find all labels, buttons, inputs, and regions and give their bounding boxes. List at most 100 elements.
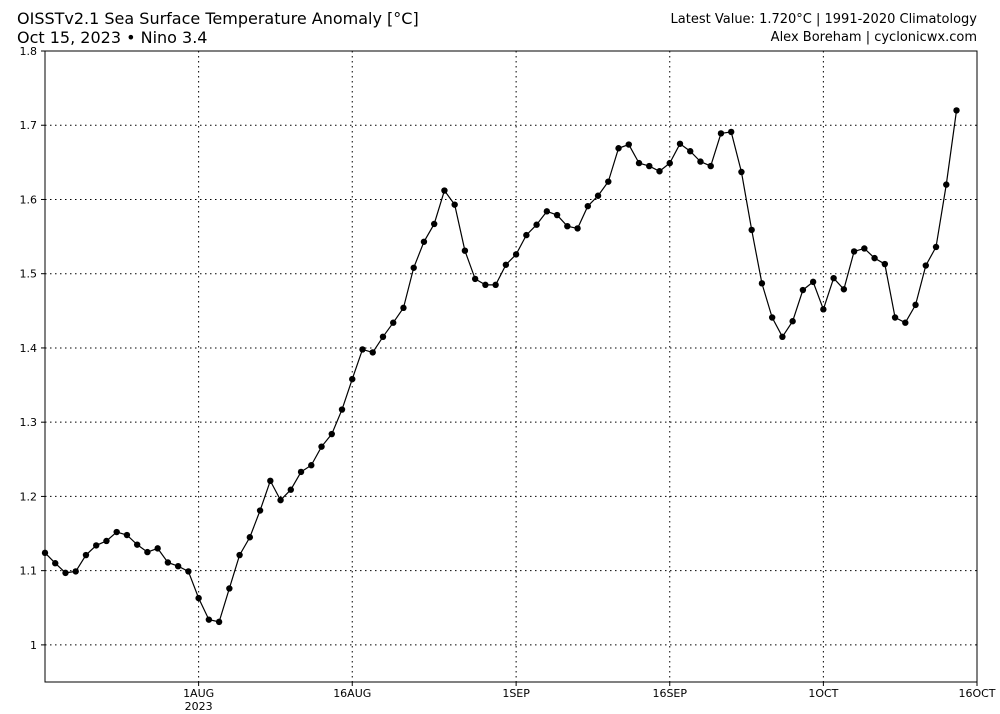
data-point [553, 211, 561, 219]
data-point [523, 231, 530, 239]
data-point [338, 406, 346, 413]
x-tick-sublabel: 2023 [185, 700, 213, 713]
data-point [953, 107, 960, 114]
data-point [676, 140, 684, 147]
data-point [748, 226, 755, 234]
data-point [512, 251, 520, 258]
data-point [861, 245, 868, 252]
data-point [758, 280, 766, 287]
data-point [871, 254, 878, 262]
chart-title-block: OISSTv2.1 Sea Surface Temperature Anomal… [17, 9, 419, 47]
data-point [205, 616, 213, 623]
data-point [461, 247, 469, 254]
data-point [256, 507, 264, 514]
y-tick-label: 1.5 [20, 268, 38, 281]
data-point [267, 477, 274, 485]
grid-layer [45, 50, 978, 682]
data-point [840, 286, 848, 293]
data-point [236, 551, 243, 559]
data-point [635, 159, 643, 167]
data-point [830, 274, 837, 282]
latest-value-text: Latest Value: 1.720°C | 1991-2020 Climat… [670, 12, 977, 27]
data-point [471, 275, 479, 283]
data-point [369, 349, 376, 356]
data-point [246, 534, 254, 541]
data-point [594, 192, 602, 199]
data-point [697, 158, 704, 165]
data-point [564, 222, 571, 230]
data-point [72, 568, 79, 575]
x-tick-label: 16OCT [958, 687, 995, 700]
data-point [103, 537, 110, 545]
data-point [666, 159, 673, 167]
data-point [574, 225, 581, 232]
data-point [297, 468, 305, 476]
x-tick-label: 16AUG [333, 687, 371, 700]
data-point [727, 128, 735, 136]
data-point [482, 281, 489, 289]
data-point [646, 162, 653, 170]
data-point [82, 551, 90, 559]
data-point [144, 548, 151, 556]
data-point [451, 201, 458, 208]
data-point [420, 238, 428, 245]
data-point [656, 168, 663, 175]
data-point [943, 181, 950, 188]
data-point [779, 333, 786, 341]
data-point [328, 430, 335, 438]
data-point [891, 314, 899, 321]
data-point [441, 187, 448, 194]
x-tick-label: 1SEP [502, 687, 530, 700]
data-point [707, 162, 714, 170]
data-point [185, 568, 192, 575]
data-point [154, 545, 161, 552]
data-point [133, 541, 141, 548]
data-point [789, 318, 796, 325]
data-point [584, 202, 592, 210]
data-point [820, 306, 827, 313]
data-point [308, 462, 315, 469]
data-point [359, 346, 366, 353]
data-point [379, 333, 387, 341]
data-point [390, 319, 397, 326]
data-point [349, 375, 356, 383]
data-point [226, 585, 233, 592]
y-tick-label: 1.7 [20, 119, 38, 132]
plot-frame [44, 50, 978, 683]
data-point [502, 261, 510, 268]
y-tick-label: 1.2 [20, 490, 38, 503]
data-point [52, 560, 59, 567]
chart-title: OISSTv2.1 Sea Surface Temperature Anomal… [17, 9, 419, 28]
data-point [768, 314, 776, 321]
data-point [410, 264, 417, 271]
data-point [287, 486, 295, 493]
data-point [902, 319, 909, 326]
data-point [492, 281, 499, 289]
x-tick-label: 16SEP [652, 687, 687, 700]
x-tick-label: 1AUG [183, 687, 214, 700]
series-layer [41, 107, 960, 626]
data-point [318, 443, 325, 450]
data-point [93, 542, 100, 549]
data-point [215, 618, 223, 626]
y-tick-label: 1 [30, 639, 37, 652]
data-point [922, 262, 929, 269]
data-point [615, 145, 622, 152]
data-point [809, 278, 817, 286]
data-point [738, 168, 745, 176]
data-point [400, 304, 407, 312]
y-tick-label: 1.6 [20, 193, 38, 206]
data-point [543, 208, 551, 215]
chart-info-block: Latest Value: 1.720°C | 1991-2020 Climat… [671, 11, 977, 47]
data-point [430, 220, 438, 228]
y-tick-label: 1.1 [20, 565, 38, 578]
data-point [850, 248, 858, 255]
data-point [912, 301, 919, 309]
x-tick-label: 1OCT [808, 687, 838, 700]
data-point [687, 148, 694, 155]
data-point [113, 528, 120, 536]
data-point [174, 562, 182, 570]
data-point [62, 569, 69, 577]
